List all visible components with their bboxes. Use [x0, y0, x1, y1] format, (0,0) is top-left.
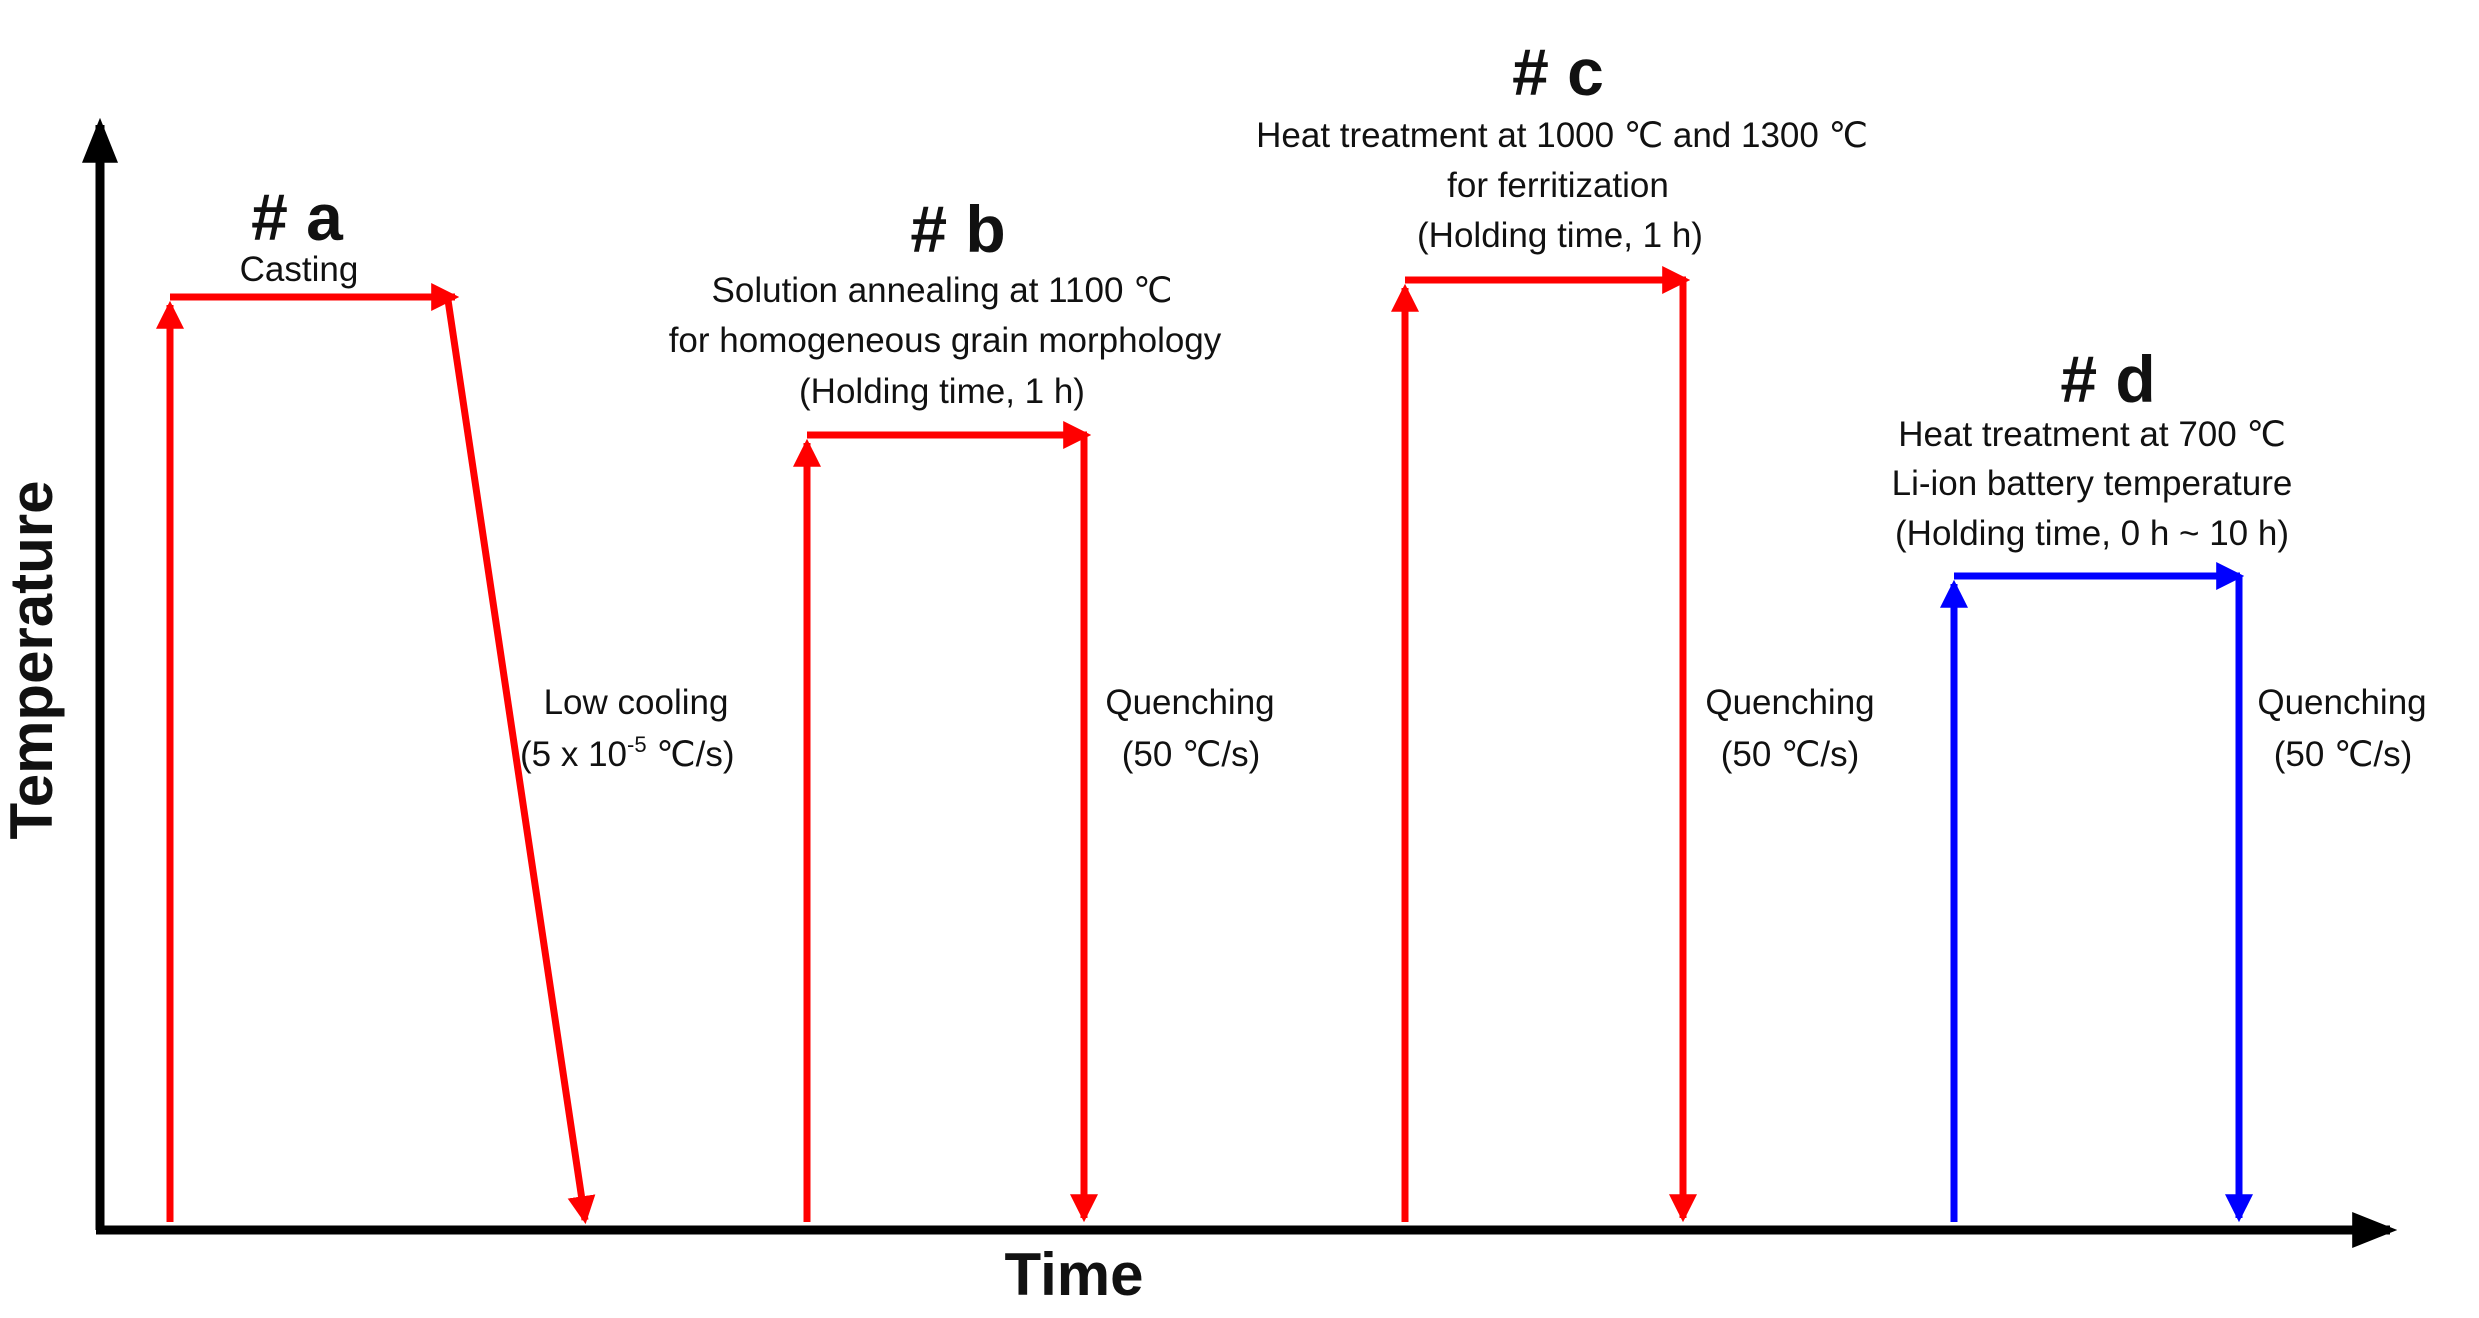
- axes: Temperature Time: [0, 117, 2398, 1308]
- process-a-rate-exponent: -5: [627, 732, 647, 757]
- process-d-quench-title: Quenching: [2257, 683, 2426, 722]
- process-b-quench-rate: (50 ℃/s): [1122, 735, 1261, 774]
- x-axis-label: Time: [1005, 1241, 1144, 1308]
- process-b-line-1: Solution annealing at 1100 ℃: [712, 271, 1173, 310]
- process-b: # b Solution annealing at 1100 ℃ for hom…: [669, 192, 1275, 1223]
- process-d-line-1: Heat treatment at 700 ℃: [1898, 415, 2286, 454]
- process-a-cooling-rate: (5 x 10-5 ℃/s): [520, 732, 734, 774]
- process-b-line-2: for homogeneous grain morphology: [669, 321, 1222, 360]
- process-a-rate-unit: ℃/s): [647, 735, 735, 774]
- process-d-quench-rate: (50 ℃/s): [2274, 735, 2413, 774]
- process-c-heading: # c: [1512, 35, 1604, 109]
- y-axis-label: Temperature: [0, 480, 65, 839]
- process-c-line-2: for ferritization: [1447, 166, 1669, 205]
- process-d-line-2: Li-ion battery temperature: [1892, 464, 2293, 503]
- process-c-line-1: Heat treatment at 1000 ℃ and 1300 ℃: [1256, 116, 1868, 155]
- process-a: # a Casting Low cooling (5 x 10-5 ℃/s): [156, 180, 734, 1225]
- process-c-quench-rate: (50 ℃/s): [1721, 735, 1860, 774]
- process-d-line-3: (Holding time, 0 h ~ 10 h): [1895, 514, 2289, 553]
- process-c-quench-title: Quenching: [1705, 683, 1874, 722]
- process-d-heading: # d: [2060, 342, 2155, 416]
- process-a-cooling-arrow: [444, 299, 596, 1225]
- process-d: # d Heat treatment at 700 ℃ Li-ion batte…: [1892, 342, 2427, 1223]
- process-a-heading: # a: [251, 180, 344, 254]
- process-a-rate-base: (5 x 10: [520, 735, 627, 774]
- process-b-line-3: (Holding time, 1 h): [799, 372, 1085, 411]
- process-c: # c Heat treatment at 1000 ℃ and 1300 ℃ …: [1256, 35, 1875, 1223]
- process-b-heading: # b: [910, 192, 1005, 266]
- process-a-label: Casting: [240, 250, 359, 289]
- process-b-quench-title: Quenching: [1105, 683, 1274, 722]
- process-c-line-3: (Holding time, 1 h): [1417, 216, 1703, 255]
- process-a-cooling-title: Low cooling: [544, 683, 729, 722]
